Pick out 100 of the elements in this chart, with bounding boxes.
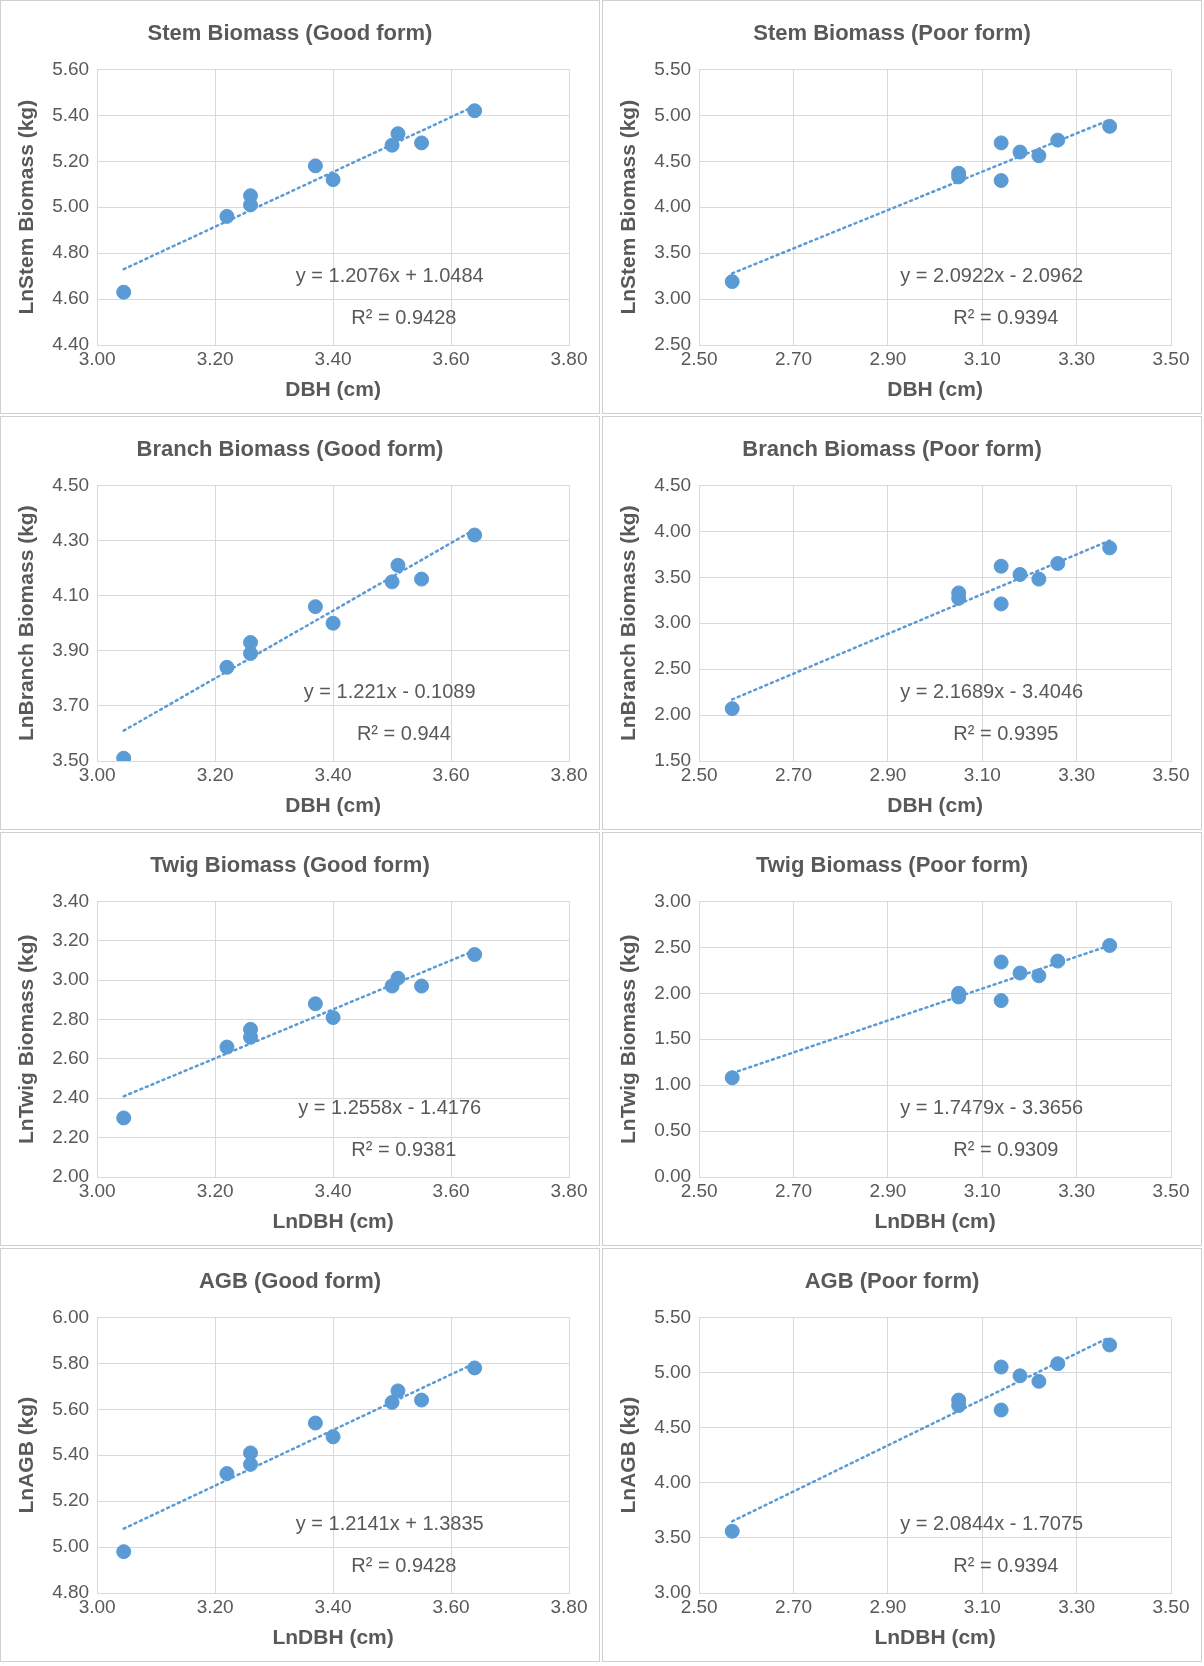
point: [467, 527, 483, 543]
point: [993, 596, 1009, 612]
annotation: R² = 0.9394: [953, 306, 1059, 329]
y-axis-title: LnBranch Biomass (kg): [14, 505, 38, 742]
point: [1050, 1356, 1066, 1372]
y-tick-label: 2.20: [52, 1125, 90, 1147]
y-tick-label: 2.40: [52, 1086, 90, 1108]
y-tick-label: 2.80: [52, 1007, 90, 1029]
y-axis-title: LnAGB (kg): [14, 1396, 38, 1514]
y-tick-label: 4.00: [654, 195, 692, 217]
y-tick-label: 3.20: [52, 929, 90, 951]
y-axis-title: LnAGB (kg): [616, 1396, 640, 1514]
x-tick-label: 3.20: [196, 1179, 234, 1201]
annotation: y = 1.2076x + 1.0484: [295, 263, 484, 286]
point: [116, 1544, 132, 1560]
x-axis-title: LnDBH (cm): [874, 1209, 996, 1233]
x-tick-label: 3.10: [963, 1179, 1001, 1201]
point: [219, 1466, 235, 1482]
y-tick-label: 3.50: [654, 241, 692, 263]
annotation: y = 2.0922x - 2.0962: [900, 263, 1084, 286]
x-axis-title: LnDBH (cm): [874, 1625, 996, 1649]
y-tick-label: 4.50: [654, 1415, 692, 1437]
point: [116, 284, 132, 300]
point: [384, 1394, 400, 1410]
y-tick-label: 2.50: [654, 657, 692, 679]
y-tick-label: 5.00: [52, 1535, 90, 1557]
x-tick-label: 3.40: [314, 347, 352, 369]
point: [1012, 965, 1028, 981]
y-tick-label: 1.00: [654, 1073, 692, 1095]
x-axis-title: LnDBH (cm): [272, 1625, 394, 1649]
y-axis-title: LnBranch Biomass (kg): [616, 505, 640, 742]
chart-title: Twig Biomass (Poor form): [755, 852, 1029, 878]
y-axis-title: LnTwig Biomass (kg): [14, 934, 38, 1145]
annotation: y = 1.7479x - 3.3656: [900, 1095, 1084, 1118]
point: [384, 574, 400, 590]
x-tick-label: 3.10: [963, 1595, 1001, 1617]
y-tick-label: 3.70: [52, 694, 90, 716]
x-axis-title: DBH (cm): [285, 377, 381, 401]
y-tick-label: 2.60: [52, 1047, 90, 1069]
x-tick-label: 2.90: [869, 1595, 907, 1617]
y-tick-label: 6.00: [52, 1305, 90, 1327]
x-tick-label: 2.90: [869, 347, 907, 369]
x-tick-label: 3.80: [550, 1595, 588, 1617]
annotation: R² = 0.9394: [953, 1554, 1059, 1577]
chart-title: Stem Biomass (Poor form): [753, 20, 1031, 46]
y-tick-label: 4.60: [52, 287, 90, 309]
x-tick-label: 3.20: [196, 1595, 234, 1617]
annotation: y = 1.2558x - 1.4176: [298, 1095, 482, 1118]
y-tick-label: 5.20: [52, 149, 90, 171]
x-tick-label: 2.90: [869, 763, 907, 785]
y-tick-label: 1.50: [654, 1027, 692, 1049]
x-tick-label: 3.20: [196, 347, 234, 369]
point: [384, 137, 400, 153]
annotation: y = 2.1689x - 3.4046: [900, 679, 1084, 702]
x-tick-label: 2.70: [775, 347, 813, 369]
point: [414, 978, 430, 994]
point: [1031, 1373, 1047, 1389]
point: [1102, 540, 1118, 556]
chart-title: Branch Biomass (Poor form): [742, 436, 1042, 462]
y-tick-label: 3.50: [654, 1526, 692, 1548]
y-tick-label: 5.20: [52, 1489, 90, 1511]
y-tick-label: 4.30: [52, 528, 90, 550]
y-tick-label: 5.50: [654, 57, 692, 79]
x-tick-label: 3.40: [314, 1595, 352, 1617]
y-tick-label: 5.40: [52, 103, 90, 125]
y-tick-label: 5.50: [654, 1305, 692, 1327]
annotation: R² = 0.9428: [351, 306, 457, 329]
point: [1102, 938, 1118, 953]
point: [1012, 567, 1028, 583]
y-tick-label: 3.00: [52, 968, 90, 990]
point: [1012, 144, 1028, 160]
point: [325, 172, 341, 188]
y-tick-label: 5.80: [52, 1351, 90, 1373]
x-axis-title: DBH (cm): [285, 793, 381, 817]
x-tick-label: 3.20: [196, 763, 234, 785]
point: [307, 158, 323, 174]
point: [307, 1415, 323, 1431]
y-axis-title: LnTwig Biomass (kg): [616, 934, 640, 1145]
point: [325, 1429, 341, 1445]
x-tick-label: 3.50: [1152, 1179, 1190, 1201]
point: [390, 126, 406, 142]
point: [993, 993, 1009, 1009]
x-tick-label: 3.80: [550, 347, 588, 369]
point: [993, 135, 1009, 151]
y-tick-label: 4.80: [52, 241, 90, 263]
annotation: R² = 0.9395: [953, 722, 1059, 745]
y-tick-label: 4.00: [654, 1470, 692, 1492]
chart-title: Branch Biomass (Good form): [136, 436, 444, 462]
point: [390, 1383, 406, 1399]
x-tick-label: 2.70: [775, 763, 813, 785]
chart-title: AGB (Poor form): [804, 1268, 980, 1294]
chart-title: AGB (Good form): [198, 1268, 382, 1294]
annotation: R² = 0.944: [356, 722, 451, 745]
y-tick-label: 4.50: [654, 149, 692, 171]
y-axis-title: LnStem Biomass (kg): [14, 99, 38, 315]
point: [1012, 1368, 1028, 1384]
point: [414, 135, 430, 151]
point: [1050, 555, 1066, 571]
point: [243, 646, 259, 662]
point: [390, 557, 406, 573]
